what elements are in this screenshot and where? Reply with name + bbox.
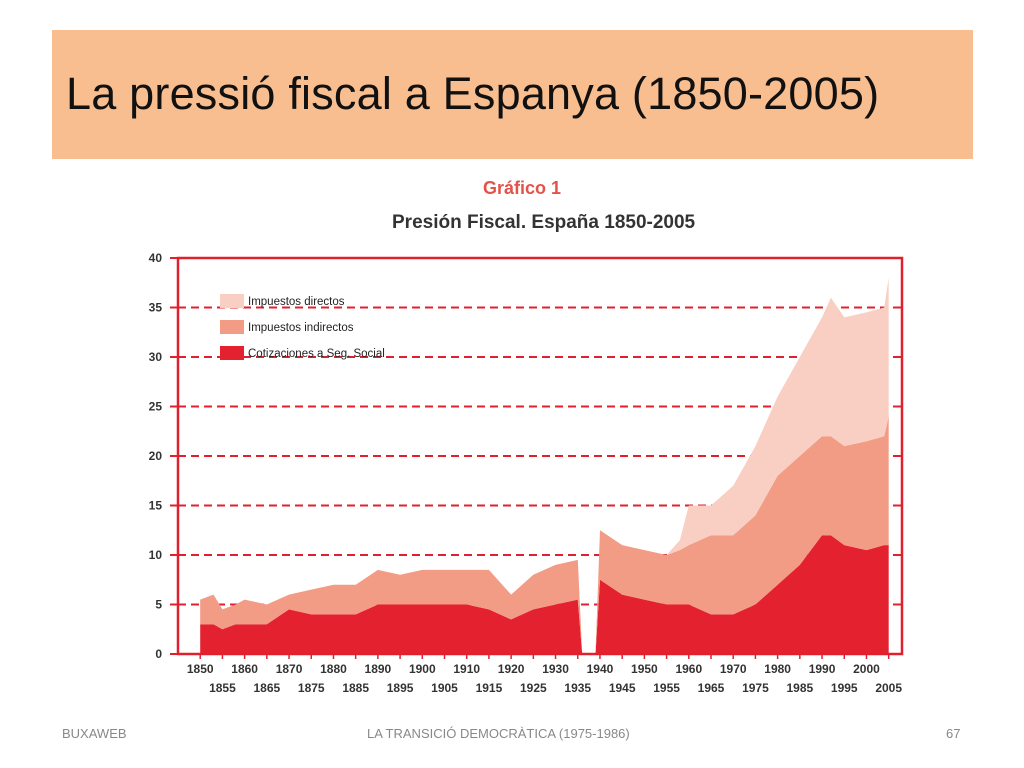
x-tick-label: 1920 — [498, 662, 525, 676]
area-impuestos-directos — [200, 277, 889, 654]
x-tick-label: 1905 — [431, 681, 458, 695]
x-tick-label: 1915 — [476, 681, 503, 695]
page-number: 67 — [946, 726, 961, 741]
slide-title: La pressió fiscal a Espanya (1850-2005) — [66, 68, 880, 119]
y-tick-label: 35 — [149, 301, 163, 315]
legend-label: Cotizaciones a Seg. Social — [248, 348, 385, 360]
y-tick-label: 15 — [149, 499, 163, 513]
x-tick-label: 1945 — [609, 681, 636, 695]
x-tick-label: 1865 — [253, 681, 280, 695]
y-tick-label: 0 — [155, 647, 162, 661]
chart-kicker: Gráfico 1 — [483, 178, 562, 198]
x-tick-label: 1930 — [542, 662, 569, 676]
title-bar: La pressió fiscal a Espanya (1850-2005) — [52, 30, 973, 159]
legend-label: Impuestos indirectos — [248, 322, 354, 334]
x-tick-label: 1870 — [276, 662, 303, 676]
x-tick-label: 1885 — [342, 681, 369, 695]
area-cotizaciones-a-seg-social — [200, 535, 889, 654]
y-tick-label: 10 — [149, 548, 163, 562]
area-impuestos-indirectos — [200, 416, 889, 654]
x-tick-label: 1995 — [831, 681, 858, 695]
legend-label: Impuestos directos — [248, 296, 345, 308]
x-tick-label: 1875 — [298, 681, 325, 695]
x-tick-label: 1895 — [387, 681, 414, 695]
x-tick-label: 1990 — [809, 662, 836, 676]
legend-swatch — [220, 320, 244, 334]
x-tick-label: 1970 — [720, 662, 747, 676]
x-tick-label: 1985 — [786, 681, 813, 695]
y-tick-label: 25 — [149, 400, 163, 414]
plot-frame — [176, 256, 904, 656]
y-tick-label: 40 — [149, 251, 163, 265]
footer-center: LA TRANSICIÓ DEMOCRÀTICA (1975-1986) — [367, 726, 630, 741]
x-tick-label: 1850 — [187, 662, 214, 676]
x-tick-label: 2000 — [853, 662, 880, 676]
x-tick-label: 1880 — [320, 662, 347, 676]
x-tick-label: 1935 — [564, 681, 591, 695]
footer-left: BUXAWEB — [62, 726, 127, 741]
chart-title: Presión Fiscal. España 1850-2005 — [392, 212, 696, 233]
x-tick-label: 1925 — [520, 681, 547, 695]
y-tick-label: 30 — [149, 350, 163, 364]
x-tick-label: 1980 — [764, 662, 791, 676]
x-tick-label: 1900 — [409, 662, 436, 676]
x-tick-label: 1890 — [365, 662, 392, 676]
y-tick-label: 20 — [149, 449, 163, 463]
x-tick-label: 1965 — [698, 681, 725, 695]
x-tick-label: 1955 — [653, 681, 680, 695]
legend-swatch — [220, 294, 244, 308]
x-tick-label: 1950 — [631, 662, 658, 676]
x-tick-label: 1960 — [675, 662, 702, 676]
x-tick-label: 1975 — [742, 681, 769, 695]
x-tick-label: 1940 — [587, 662, 614, 676]
x-tick-label: 1860 — [231, 662, 258, 676]
legend-swatch — [220, 346, 244, 360]
x-tick-label: 1855 — [209, 681, 236, 695]
y-tick-label: 5 — [155, 598, 162, 612]
tax-pressure-chart: 0 5 10 15 20 25 30 35 40 1850 1860 1870 1880 1890 190… — [149, 251, 904, 695]
x-tick-label: 2005 — [875, 681, 902, 695]
x-tick-label: 1910 — [453, 662, 480, 676]
